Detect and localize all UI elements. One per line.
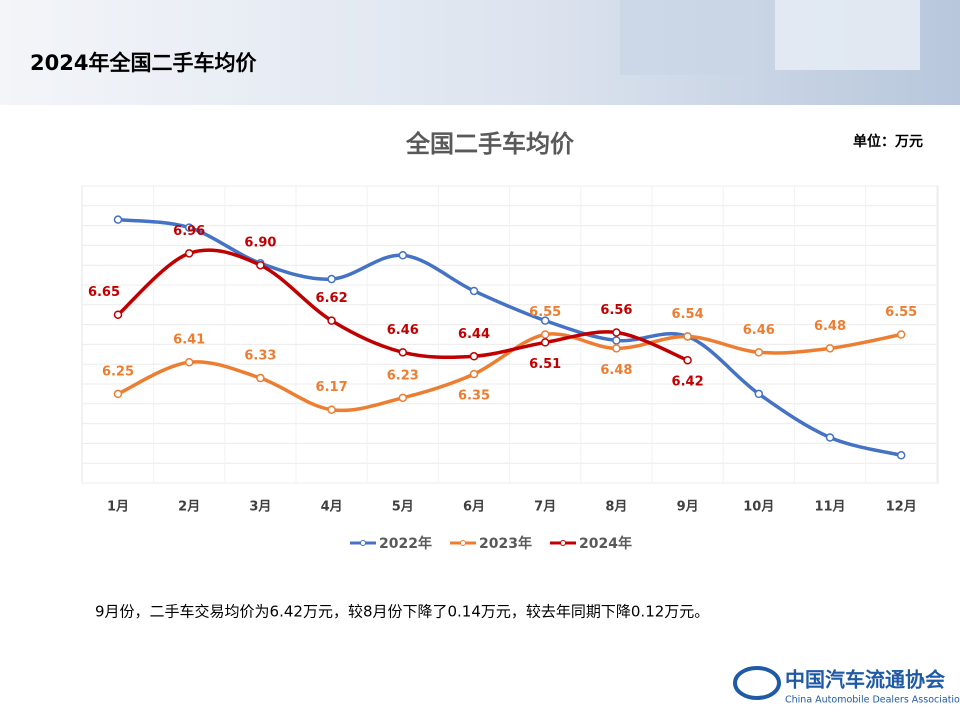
data-label: 6.65 [88, 285, 120, 300]
data-label: 6.55 [529, 305, 561, 320]
data-label: 6.56 [600, 303, 632, 318]
point [683, 355, 692, 365]
data-label: 6.48 [600, 363, 632, 378]
point [683, 332, 692, 341]
x-tick-label: 5月 [392, 500, 414, 515]
data-label: 6.96 [173, 224, 205, 239]
point [184, 357, 194, 367]
point [825, 433, 835, 442]
data-label: 6.51 [529, 357, 561, 372]
legend-marker [460, 540, 466, 546]
header-title: 2024年全国二手车均价 [30, 51, 257, 75]
data-label: 6.42 [672, 375, 704, 390]
x-tick-label: 11月 [814, 500, 845, 515]
data-label: 6.35 [458, 389, 490, 404]
point [327, 405, 336, 414]
point [540, 316, 550, 325]
x-tick-label: 1月 [107, 500, 129, 515]
x-tick-label: 6月 [463, 500, 485, 515]
data-label: 6.62 [316, 291, 348, 306]
legend-label: 2022年 [379, 535, 432, 552]
point [398, 393, 408, 403]
point [327, 274, 336, 284]
data-label: 6.25 [102, 364, 134, 379]
data-label: 6.33 [244, 349, 276, 364]
legend-marker [560, 540, 566, 546]
x-tick-label: 2月 [178, 500, 200, 515]
point [256, 260, 265, 270]
data-label: 6.48 [814, 319, 846, 334]
point [754, 348, 764, 357]
point [896, 451, 906, 460]
x-tick-label: 8月 [605, 500, 627, 515]
note: 9月份，二手车交易均价为6.42万元，较8月份下降了0.14万元，较去年同期下降… [95, 603, 709, 621]
logo: 中国汽车流通协会 China Automobile Dealers Associ… [733, 666, 960, 706]
x-tick-label: 4月 [321, 500, 343, 515]
point [113, 215, 123, 224]
point [896, 330, 906, 339]
x-tick-label: 9月 [677, 500, 699, 515]
header-cube [620, 0, 750, 75]
point [469, 369, 479, 379]
point [184, 249, 194, 258]
point [256, 373, 265, 383]
point [469, 286, 479, 296]
point [825, 344, 835, 353]
point [398, 251, 408, 260]
x-tick-label: 3月 [249, 500, 271, 515]
data-label: 6.17 [316, 380, 348, 395]
data-label: 6.46 [387, 323, 419, 338]
point [754, 389, 764, 399]
point [327, 316, 336, 325]
data-label: 6.55 [885, 305, 917, 320]
legend-label: 2023年 [479, 535, 532, 552]
point [540, 338, 550, 347]
point [612, 344, 621, 353]
point [113, 310, 123, 319]
data-label: 6.46 [743, 323, 775, 338]
data-label: 6.90 [244, 236, 276, 251]
logo-mark [733, 666, 781, 700]
x-tick-label: 12月 [886, 500, 917, 515]
x-tick-label: 10月 [743, 500, 774, 515]
x-tick-label: 7月 [534, 500, 556, 515]
data-label: 6.54 [672, 307, 704, 322]
point [113, 389, 123, 399]
point [540, 330, 550, 339]
point [612, 336, 621, 345]
point [184, 223, 194, 232]
logo-subtitle: China Automobile Dealers Association [785, 695, 960, 706]
point [469, 352, 479, 361]
legend-label: 2024年 [579, 535, 632, 552]
legend-marker [360, 540, 366, 546]
chart-title: 全国二手车均价 [405, 130, 575, 158]
point [612, 328, 621, 337]
data-label: 6.23 [387, 368, 419, 383]
point [398, 348, 408, 357]
logo-name: 中国汽车流通协会 [785, 668, 945, 692]
data-label: 6.44 [458, 327, 490, 342]
unit-label: 单位：万元 [853, 133, 923, 150]
header-cube [775, 0, 920, 70]
data-label: 6.41 [173, 333, 205, 348]
